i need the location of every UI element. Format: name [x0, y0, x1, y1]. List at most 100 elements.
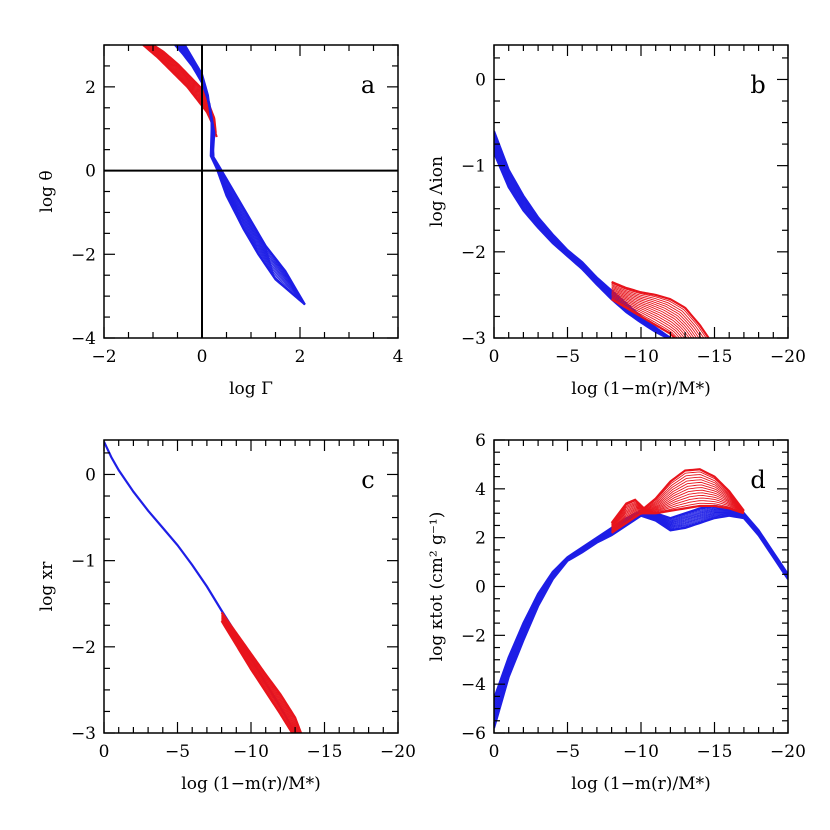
curve-b-red-6 [611, 288, 695, 338]
x-tick-label-c: 0 [99, 742, 110, 762]
y-tick-label-c: −2 [71, 638, 96, 658]
x-tick-label-b: −20 [770, 347, 806, 367]
curve-c-red-11 [221, 618, 295, 733]
panel-letter-c: c [361, 466, 374, 494]
curve-b-red-1 [611, 282, 707, 338]
x-tick-label-d: −10 [623, 742, 659, 762]
y-tick-label-b: −1 [461, 157, 486, 177]
curve-b-blue-13 [494, 151, 668, 338]
x-tick-label-b: 0 [489, 347, 500, 367]
curve-d-blue-7 [494, 511, 788, 714]
curve-d-red-5 [611, 481, 745, 527]
y-tick-label-a: −2 [71, 245, 96, 265]
plot-area-a [142, 45, 306, 306]
x-axis-label-d: log (1−m(r)/M*) [571, 774, 710, 794]
curve-d-red-6 [611, 484, 745, 528]
y-tick-label-a: 2 [85, 78, 96, 98]
curve-d-blue-12 [494, 514, 788, 725]
axes-frame-a [103, 44, 399, 339]
curve-c-red-14 [220, 620, 294, 733]
curve-b-red-11 [611, 295, 683, 338]
y-tick-label-c: −3 [71, 724, 96, 744]
curve-b-blue-14 [494, 152, 668, 338]
curve-d-blue-11 [494, 513, 788, 722]
curve-d-blue-13 [494, 514, 788, 727]
curve-b-red-4 [611, 286, 700, 338]
curve-d-red-12 [611, 500, 745, 532]
x-tick-label-d: −20 [770, 742, 806, 762]
y-tick-label-c: −1 [71, 552, 96, 572]
curve-d-blue-8 [494, 512, 788, 716]
y-tick-label-b: −2 [461, 243, 486, 263]
panel-letter-b: b [750, 71, 765, 99]
curve-b-red-2 [611, 284, 705, 338]
curve-c-red-2 [221, 613, 301, 733]
y-axis-label-c: log xr [37, 561, 57, 612]
curve-b-blue-7 [494, 141, 670, 338]
x-tick-label-a: 2 [295, 347, 306, 367]
curve-d-red-4 [611, 479, 745, 527]
x-tick-label-d: −5 [555, 742, 580, 762]
plot-area-d [494, 468, 788, 729]
curve-d-blue-6 [494, 510, 788, 712]
curve-a-blue-7 [179, 45, 306, 305]
curve-d-blue-10 [494, 513, 788, 720]
x-tick-label-b: −10 [623, 347, 659, 367]
plot-area-b [494, 130, 710, 338]
y-tick-label-d: 6 [475, 431, 486, 451]
curve-b-blue-8 [494, 143, 669, 338]
axes-frame-d [493, 439, 789, 734]
y-tick-label-d: 4 [475, 480, 486, 500]
curve-b-red-12 [611, 296, 680, 338]
x-tick-label-b: −15 [697, 347, 733, 367]
curve-d-red-2 [611, 474, 745, 525]
curve-c-red-5 [221, 615, 299, 733]
curve-b-blue-12 [494, 149, 669, 338]
y-tick-label-a: −4 [71, 329, 96, 349]
x-axis-label-a: log Γ [229, 379, 273, 399]
x-tick-label-c: −10 [233, 742, 269, 762]
y-axis-label-b: log Λion [427, 156, 447, 227]
plot-area-c [104, 441, 303, 733]
y-axis-label-d: log κtot (cm² g⁻¹) [427, 512, 447, 662]
curve-a-blue-10 [181, 45, 306, 305]
y-tick-label-c: 0 [85, 465, 96, 485]
y-tick-label-d: −6 [461, 724, 486, 744]
x-tick-label-a: 0 [197, 347, 208, 367]
curve-b-red-3 [611, 285, 702, 338]
curve-c-red-1 [221, 612, 301, 733]
y-tick-label-d: −4 [461, 675, 486, 695]
x-tick-label-c: −5 [165, 742, 190, 762]
curve-d-red-3 [611, 476, 745, 526]
curve-c-red-4 [221, 614, 299, 733]
y-tick-label-d: 0 [475, 578, 486, 598]
x-tick-label-d: −15 [697, 742, 733, 762]
curve-d-red-14 [610, 504, 745, 534]
curve-b-red-7 [611, 290, 693, 338]
curve-d-red-10 [611, 495, 745, 531]
curve-a-blue-9 [180, 45, 306, 305]
x-tick-label-d: 0 [489, 742, 500, 762]
curve-d-blue-14 [494, 514, 788, 729]
x-tick-label-c: −15 [307, 742, 343, 762]
curve-b-blue-0 [494, 130, 672, 338]
x-tick-label-a: −2 [91, 347, 116, 367]
curve-b-red-8 [611, 291, 690, 338]
curve-d-blue-5 [494, 509, 788, 710]
curve-b-red-0 [611, 280, 710, 338]
curve-d-red-0 [610, 468, 745, 524]
curve-b-red-14 [611, 298, 676, 338]
y-tick-label-b: 0 [475, 70, 486, 90]
y-tick-label-a: 0 [85, 162, 96, 182]
y-axis-label-a: log θ [37, 170, 57, 212]
curve-d-red-8 [611, 489, 745, 529]
curve-b-red-10 [611, 293, 685, 338]
panel-letter-a: a [361, 71, 375, 99]
x-tick-label-b: −5 [555, 347, 580, 367]
curve-c-red-7 [221, 616, 297, 733]
